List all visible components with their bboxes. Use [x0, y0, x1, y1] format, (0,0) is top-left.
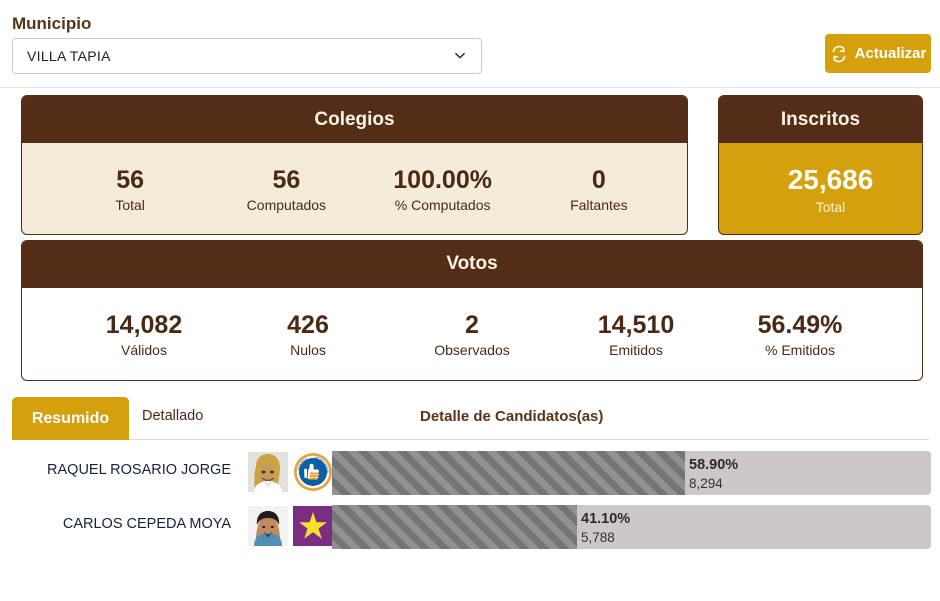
svg-text:• PRM •: • PRM • [307, 480, 320, 484]
